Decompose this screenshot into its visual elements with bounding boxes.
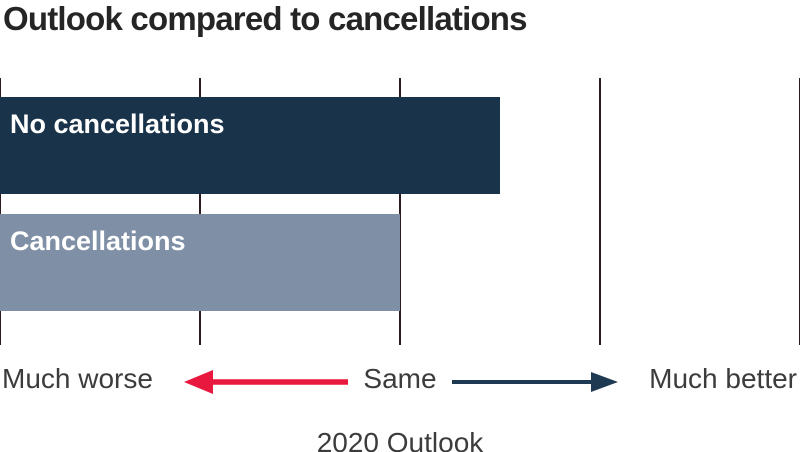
plot-area: No cancellations Cancellations (0, 78, 800, 345)
x-axis-label-much-worse: Much worse (2, 363, 153, 394)
bar-no-cancellations: No cancellations (0, 97, 500, 194)
chart-title: Outlook compared to cancellations (3, 0, 528, 37)
gridline (199, 78, 201, 345)
x-axis-label-same: Same (363, 363, 437, 394)
gridline (599, 78, 601, 345)
bar-label-no-cancellations: No cancellations (10, 109, 225, 139)
right-arrow-icon (452, 372, 618, 392)
x-axis-label-much-better: Much better (649, 363, 797, 394)
x-axis-title: 2020 Outlook (316, 427, 484, 452)
bar-cancellations: Cancellations (0, 214, 400, 311)
gridline (399, 78, 401, 345)
left-arrow-icon (184, 370, 348, 394)
bar-label-cancellations: Cancellations (10, 226, 186, 256)
gridline (0, 78, 1, 345)
